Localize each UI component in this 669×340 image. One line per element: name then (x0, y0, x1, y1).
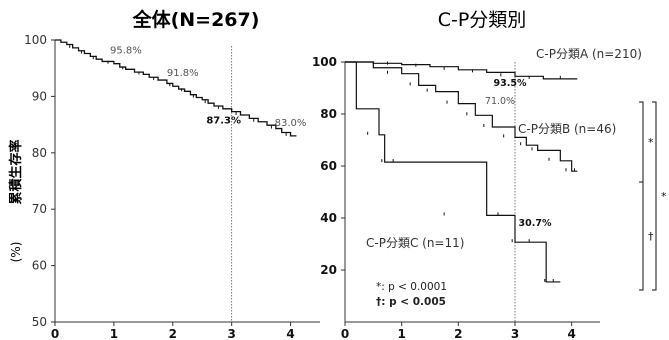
cp-x-tick-label: 3 (511, 327, 519, 340)
cp-x-tick-label: 4 (567, 327, 575, 340)
bracket-a-vs-c-symbol: * (661, 190, 667, 203)
x-tick-label: 0 (51, 327, 59, 340)
series-cp-a-line (345, 61, 578, 80)
cp-plot-area: 20 40 60 80 100 0 1 2 3 4 C-P分類A (n=210) 93.5% C-P分類… (312, 47, 667, 340)
chart-by-cp: C-P分類別 20 40 60 80 100 0 1 2 3 4 C-P分類A (n=210) 93.… (312, 9, 667, 340)
cp-x-tick-label: 1 (397, 327, 405, 340)
ylabel-group: (%) 累積生存率 (8, 139, 24, 262)
x-tick-label: 4 (286, 327, 294, 340)
significance-note: *: p < 0.0001 (376, 281, 447, 293)
series-overall-line (55, 39, 297, 137)
bracket-a-vs-c (652, 101, 657, 291)
bracket-a-vs-b-symbol: * (648, 136, 654, 149)
chart-overall: 全体(N=267) (%) 累積生存率 50 60 70 80 90 100 0 1 2 3 4 95… (8, 8, 320, 340)
series-label: C-P分類C (n=11) (366, 236, 464, 250)
series-cp-c-line (345, 61, 561, 283)
cp-y-tick-label: 20 (320, 263, 337, 277)
chart-cp-title: C-P分類別 (438, 9, 527, 31)
y-tick-label: 60 (32, 259, 47, 273)
x-tick-label: 1 (110, 327, 118, 340)
y-axis-label: 累積生存率 (8, 139, 24, 204)
y-tick-label: 50 (32, 315, 47, 329)
chart-overall-title: 全体(N=267) (132, 8, 260, 31)
bracket-b-vs-c-symbol: † (648, 230, 654, 243)
cp-y-tick-label: 60 (320, 159, 337, 173)
data-label: 91.8% (167, 68, 199, 79)
series-value-label: 71.0% (485, 96, 515, 107)
cp-y-tick-label: 100 (312, 55, 337, 69)
series-value-label: 93.5% (494, 78, 527, 89)
data-label: 95.8% (110, 46, 142, 57)
cp-x-tick-label: 2 (454, 327, 462, 340)
y-tick-label: 70 (32, 202, 47, 216)
overall-plot-area: 50 60 70 80 90 100 0 1 2 3 4 95.8% 91.8% 87.3% 83.0% (24, 33, 320, 340)
series-label: C-P分類B (n=46) (518, 122, 616, 136)
series-value-label: 30.7% (519, 218, 552, 229)
y-axis-unit: (%) (9, 242, 23, 263)
cp-y-tick-label: 40 (320, 211, 337, 225)
bracket-a-vs-b (639, 101, 644, 183)
series-label: C-P分類A (n=210) (536, 47, 642, 61)
y-tick-label: 100 (24, 33, 47, 47)
x-tick-label: 3 (227, 327, 235, 340)
y-tick-label: 80 (32, 146, 47, 160)
cp-x-tick-label: 0 (341, 327, 349, 340)
y-tick-label: 90 (32, 89, 47, 103)
bracket-b-vs-c (639, 181, 644, 291)
series-cp-b-line (345, 61, 578, 172)
data-label: 87.3% (206, 116, 241, 127)
x-tick-label: 2 (169, 327, 177, 340)
significance-note: †: p < 0.005 (376, 296, 446, 308)
cp-y-tick-label: 80 (320, 107, 337, 121)
data-label: 83.0% (275, 118, 307, 129)
